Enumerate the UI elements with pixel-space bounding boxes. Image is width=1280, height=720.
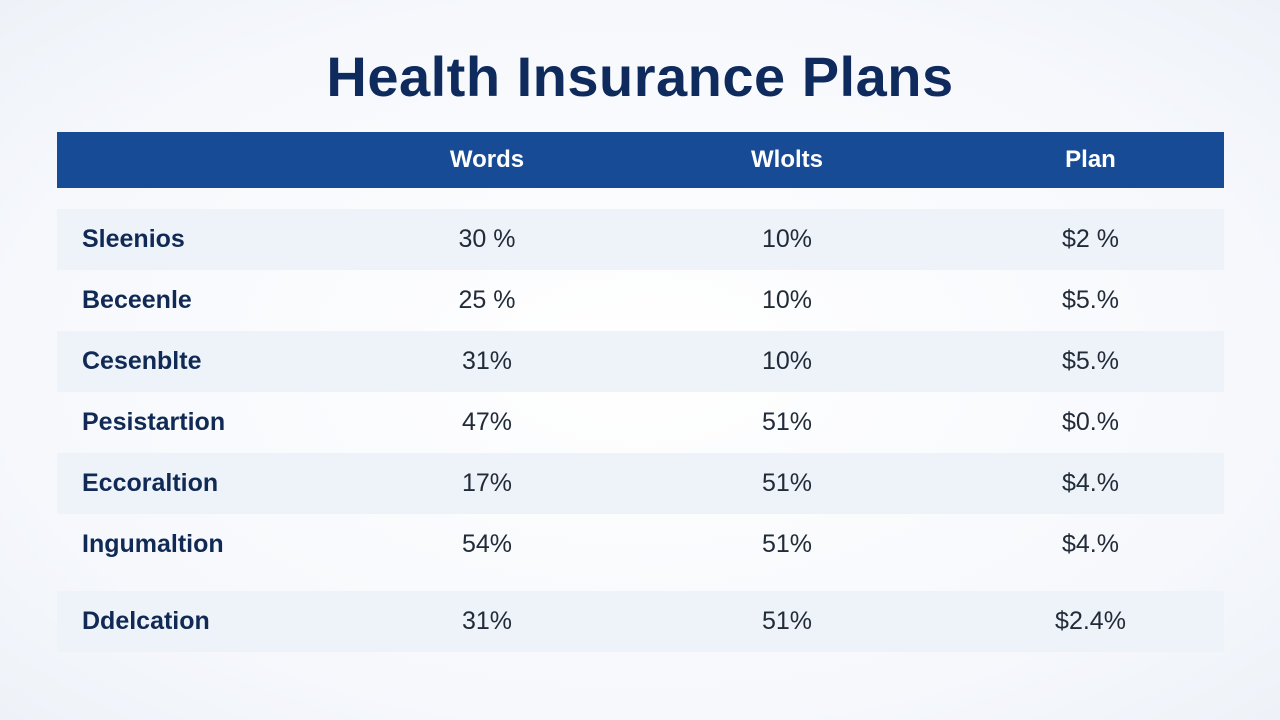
header-cell-wlolts: Wlolts <box>751 146 823 173</box>
cell-plan: $2 % <box>1062 225 1119 253</box>
cell-wlolts: 51% <box>761 530 813 558</box>
row-label: Pesistartion <box>82 408 226 436</box>
row-label: Sleenios <box>82 225 185 253</box>
table-row: Beceenle 25 % 10% $5.% <box>57 270 1224 331</box>
table-row: Sleenios 30 % 10% $2 % <box>57 209 1224 270</box>
cell-wlolts: 10% <box>761 225 813 253</box>
cell-plan: $5.% <box>1062 347 1119 375</box>
cell-wlolts: 51% <box>761 469 813 497</box>
cell-plan: $5.% <box>1062 286 1119 314</box>
table-row: Ingumaltion 54% 51% $4.% <box>57 514 1224 575</box>
row-label: Ddelcation <box>82 607 210 635</box>
cell-words: 30 % <box>458 225 516 253</box>
cell-plan: $2.4% <box>1055 607 1126 635</box>
cell-wlolts: 51% <box>761 607 813 635</box>
cell-plan: $4.% <box>1062 469 1119 497</box>
page-title: Health Insurance Plans <box>326 45 954 108</box>
table-row: Pesistartion 47% 51% $0.% <box>57 392 1224 453</box>
cell-wlolts: 51% <box>761 408 813 436</box>
cell-plan: $4.% <box>1062 530 1119 558</box>
header-cell-words: Words <box>449 146 525 173</box>
cell-words: 31% <box>461 347 513 375</box>
cell-words: 31% <box>461 607 513 635</box>
cell-plan: $0.% <box>1062 408 1119 436</box>
table-header-row: Words Wlolts Plan <box>57 132 1224 188</box>
header-cell-plan: Plan <box>1065 146 1116 173</box>
row-label: Beceenle <box>82 286 192 314</box>
table-row: Ddelcation 31% 51% $2.4% <box>57 591 1224 652</box>
row-label: Cesenblte <box>82 347 202 375</box>
table-row: Eccoraltion 17% 51% $4.% <box>57 453 1224 514</box>
cell-words: 47% <box>461 408 513 436</box>
row-label: Eccoraltion <box>82 469 219 497</box>
insurance-table: Words Wlolts Plan Sleenios 30 % 10% $2 %… <box>57 132 1224 652</box>
cell-wlolts: 10% <box>761 347 813 375</box>
cell-words: 54% <box>461 530 513 558</box>
cell-words: 17% <box>461 469 513 497</box>
header-spacer <box>57 188 1224 209</box>
cell-wlolts: 10% <box>761 286 813 314</box>
row-label: Ingumaltion <box>82 530 224 558</box>
cell-words: 25 % <box>458 286 516 314</box>
table-row: Cesenblte 31% 10% $5.% <box>57 331 1224 392</box>
